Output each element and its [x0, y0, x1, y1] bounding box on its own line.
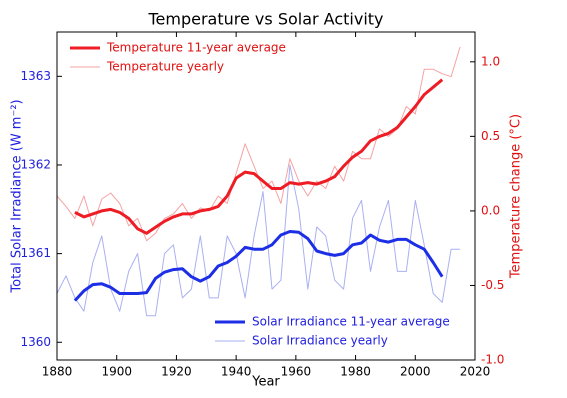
y2-axis-label: Temperature change (°C) — [509, 114, 524, 279]
x-tick-label: 2000 — [400, 365, 431, 379]
x-tick-label: 1980 — [340, 365, 371, 379]
chart-title: Temperature vs Solar Activity — [147, 10, 383, 29]
y2-tick-label: 0.5 — [481, 129, 500, 143]
y-axis-label: Total Solar Irradiance (W m⁻²) — [10, 99, 25, 293]
x-axis-label: Year — [251, 375, 280, 390]
x-tick-label: 1920 — [161, 365, 192, 379]
x-tick-label: 1880 — [42, 365, 73, 379]
legend-label: Temperature yearly — [106, 60, 224, 74]
series-line — [73, 230, 444, 302]
legend-label: Solar Irradiance yearly — [252, 334, 388, 348]
y2-tick-label: -1.0 — [481, 353, 504, 367]
y-tick-label: 1362 — [20, 157, 51, 171]
y2-tick-label: 1.0 — [481, 54, 500, 68]
y-tick-label: 1360 — [20, 335, 51, 349]
series-line — [74, 78, 444, 235]
series-line — [56, 164, 461, 317]
x-tick-label: 1960 — [281, 365, 312, 379]
y-tick-label: 1363 — [20, 69, 51, 83]
y2-tick-label: 0.0 — [481, 203, 500, 217]
y-tick-label: 1361 — [20, 246, 51, 260]
x-tick-label: 2020 — [460, 365, 491, 379]
plot-frame — [56, 31, 476, 361]
x-tick-label: 1900 — [101, 365, 132, 379]
legend-label: Temperature 11-year average — [106, 41, 286, 55]
y2-tick-label: -0.5 — [481, 278, 504, 292]
legend-label: Solar Irradiance 11-year average — [252, 315, 450, 329]
x-tick-label: 1940 — [221, 365, 252, 379]
